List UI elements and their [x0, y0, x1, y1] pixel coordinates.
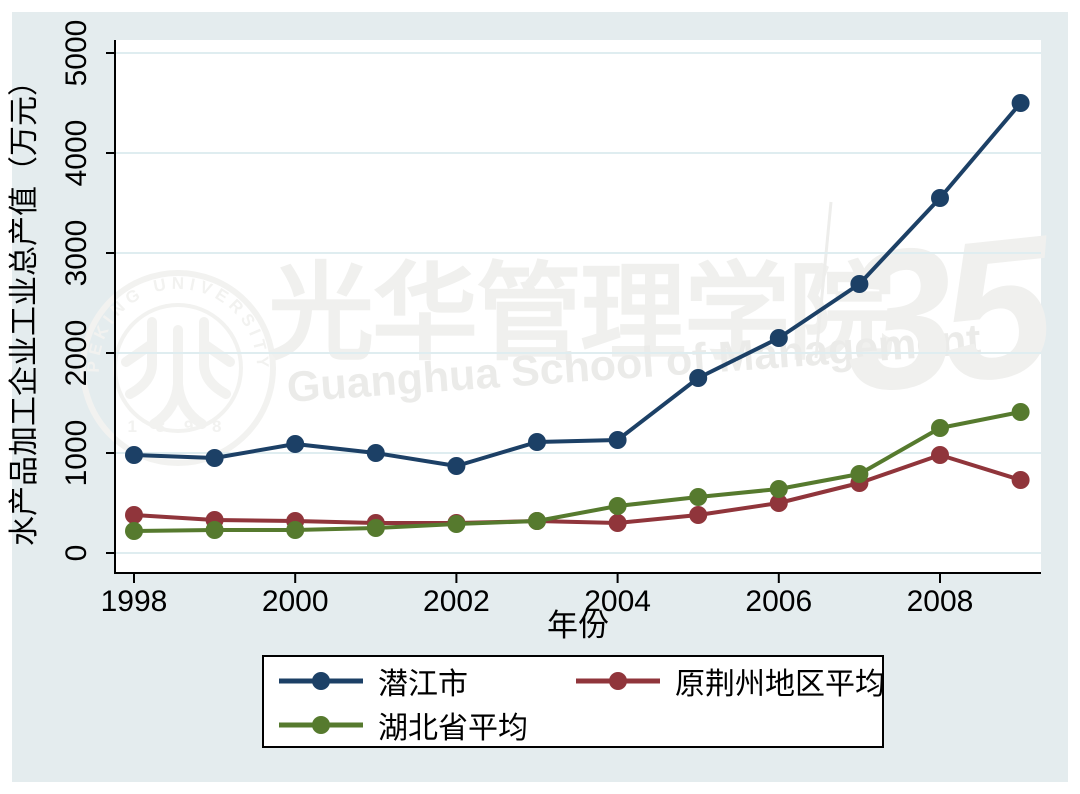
- data-point: [769, 329, 788, 347]
- plot-background: [115, 40, 1041, 573]
- legend-key-jingzhou: [576, 672, 660, 690]
- data-point: [850, 275, 869, 293]
- series-line: [132, 453, 1023, 525]
- y-tick-label: 2000: [60, 320, 93, 387]
- legend-key-hubei: [279, 716, 363, 734]
- data-point: [689, 488, 708, 506]
- x-tick-label: 2002: [423, 585, 490, 618]
- legend-marker: [609, 672, 627, 690]
- x-tick-label: 1998: [101, 585, 168, 618]
- data-point: [447, 457, 466, 475]
- data-point: [850, 465, 869, 483]
- x-tick-label: 2004: [584, 585, 651, 618]
- data-point: [286, 521, 305, 539]
- watermark-anniversary-number: 35: [833, 193, 1066, 435]
- data-point: [931, 446, 949, 464]
- legend-entry-hubei: 湖北省平均: [277, 703, 574, 747]
- x-tick-label: 2008: [907, 585, 974, 618]
- y-tick-label: 1000: [60, 420, 93, 487]
- legend-marker: [312, 716, 330, 734]
- x-axis-title: 年份: [547, 608, 609, 643]
- pku-seal-year-text: 1 8 9 8: [128, 417, 229, 436]
- data-point: [125, 522, 143, 540]
- tick-marks: 0 1000 2000 3000 4000 5000 1998 2000 2002 2004 200…: [60, 20, 973, 618]
- data-point: [205, 521, 224, 539]
- data-point: [125, 506, 143, 524]
- series-line: [132, 101, 1023, 468]
- data-point: [689, 506, 708, 524]
- data-point: [769, 494, 788, 512]
- data-point: [528, 433, 546, 451]
- data-point: [1011, 471, 1030, 489]
- data-point: [528, 512, 546, 530]
- data-point: [931, 419, 949, 437]
- data-point: [1011, 403, 1030, 421]
- data-point: [769, 480, 788, 498]
- watermark-divider: [814, 201, 833, 359]
- y-tick-label: 3000: [60, 220, 93, 287]
- legend-entry-jingzhou: 原荆州地区平均: [574, 659, 885, 703]
- legend: 潜江市 原荆州地区平均 湖北省平均: [262, 655, 885, 748]
- x-tick-label: 2000: [262, 585, 329, 618]
- legend-label: 潜江市: [378, 668, 468, 701]
- legend-key-qianjiang: [279, 672, 363, 690]
- legend-label: 原荆州地区平均: [675, 668, 885, 701]
- legend-label: 湖北省平均: [378, 712, 528, 745]
- data-point: [608, 497, 627, 515]
- y-tick-label: 5000: [60, 20, 93, 87]
- y-axis-title: 水产品加工企业工业总产值（万元）: [8, 66, 41, 546]
- data-point: [608, 514, 627, 532]
- data-point: [286, 435, 305, 453]
- data-point: [366, 444, 385, 462]
- data-point: [1011, 94, 1030, 112]
- y-tick-label: 4000: [60, 120, 93, 187]
- y-tick-label: 0: [60, 545, 93, 562]
- legend-marker: [312, 672, 330, 690]
- data-series: [125, 94, 1030, 540]
- data-point: [931, 189, 949, 207]
- data-point: [608, 431, 627, 449]
- series-line: [132, 410, 1023, 533]
- axes: [114, 40, 1041, 574]
- data-point: [366, 519, 385, 537]
- data-point: [125, 446, 143, 464]
- legend-entry-qianjiang: 潜江市: [277, 659, 574, 703]
- data-point: [689, 369, 708, 387]
- x-tick-label: 2006: [745, 585, 812, 618]
- data-point: [447, 515, 466, 533]
- data-point: [205, 449, 224, 467]
- pku-seal-outer-ring: [80, 270, 276, 466]
